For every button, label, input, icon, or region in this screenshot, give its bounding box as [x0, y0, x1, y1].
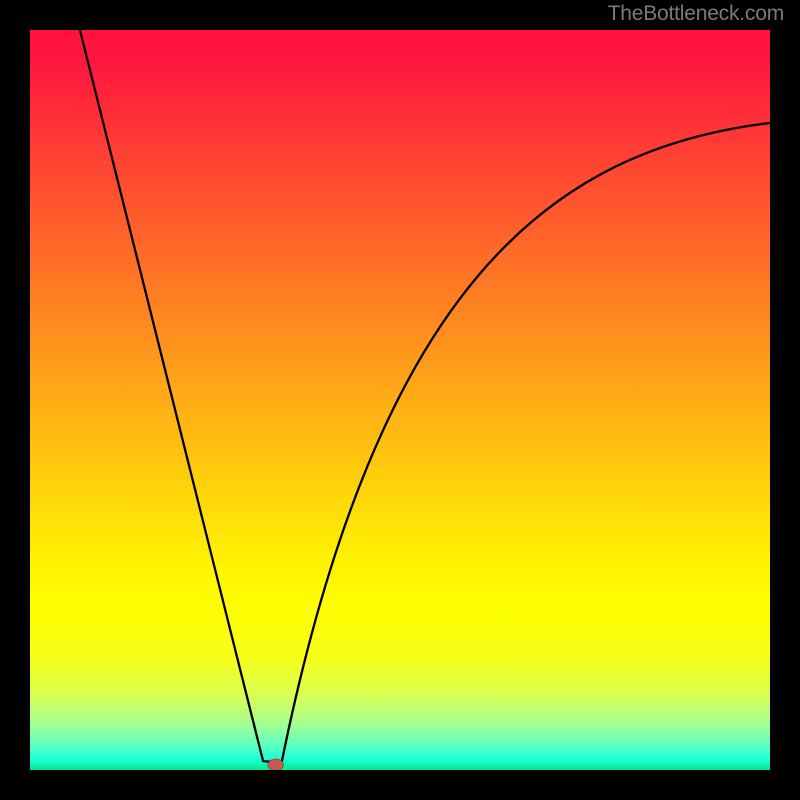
bottleneck-chart	[30, 30, 770, 770]
chart-background	[30, 30, 770, 770]
optimal-point-marker	[268, 759, 284, 770]
chart-canvas	[30, 30, 770, 770]
chart-frame: TheBottleneck.com	[0, 0, 800, 800]
watermark-attribution: TheBottleneck.com	[608, 2, 784, 26]
